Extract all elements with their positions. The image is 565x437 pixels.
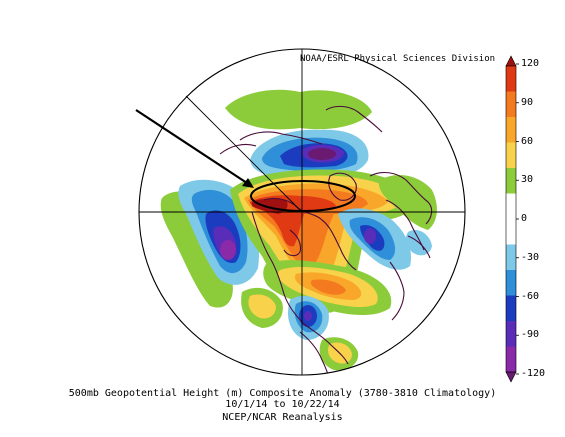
colorbar <box>505 55 519 383</box>
anomaly-field <box>160 89 437 371</box>
colorbar-segment <box>506 193 516 220</box>
colorbar-tick-label: -90 <box>521 329 540 341</box>
caption-line-2: 10/1/14 to 10/22/14 <box>225 399 340 410</box>
map-border <box>138 48 466 376</box>
colorbar-segment <box>506 91 516 118</box>
colorbar-segment <box>506 66 516 92</box>
caption-line-1: 500mb Geopotential Height (m) Composite … <box>68 388 497 399</box>
coastlines <box>219 105 433 375</box>
colorbar-segment <box>506 117 516 143</box>
colorbar-tick-label: 120 <box>521 58 540 69</box>
colorbar-tick-label: 90 <box>521 96 534 108</box>
colorbar-tick-label: 0 <box>521 213 528 224</box>
annotation-arrow <box>135 109 254 188</box>
colorbar-segment <box>506 270 516 296</box>
colorbar-max-triangle <box>505 55 517 67</box>
colorbar-segment <box>506 346 516 373</box>
annotation-ellipse <box>250 180 356 212</box>
colorbar-tick-label: -60 <box>521 290 540 302</box>
colorbar-tick-label: 60 <box>521 135 534 147</box>
colorbar-segment <box>506 295 516 322</box>
colorbar-segment <box>506 219 516 245</box>
colorbar-min-triangle <box>505 371 517 383</box>
colorbar-segment <box>506 142 516 169</box>
positive-anomaly-west <box>160 191 233 308</box>
colorbar-tick-label: -120 <box>521 368 546 379</box>
positive-anomaly-north-pacific <box>225 89 372 130</box>
colorbar-segment <box>506 244 516 271</box>
provider-label: NOAA/ESRL Physical Sciences Division <box>300 54 496 64</box>
caption-line-3: NCEP/NCAR Reanalysis <box>222 412 343 423</box>
colorbar-segment <box>506 321 516 347</box>
colorbar-tick-label: 30 <box>521 174 534 186</box>
graticule <box>139 49 465 375</box>
colorbar-tick-label: -30 <box>521 251 540 263</box>
colorbar-segment <box>506 168 516 194</box>
